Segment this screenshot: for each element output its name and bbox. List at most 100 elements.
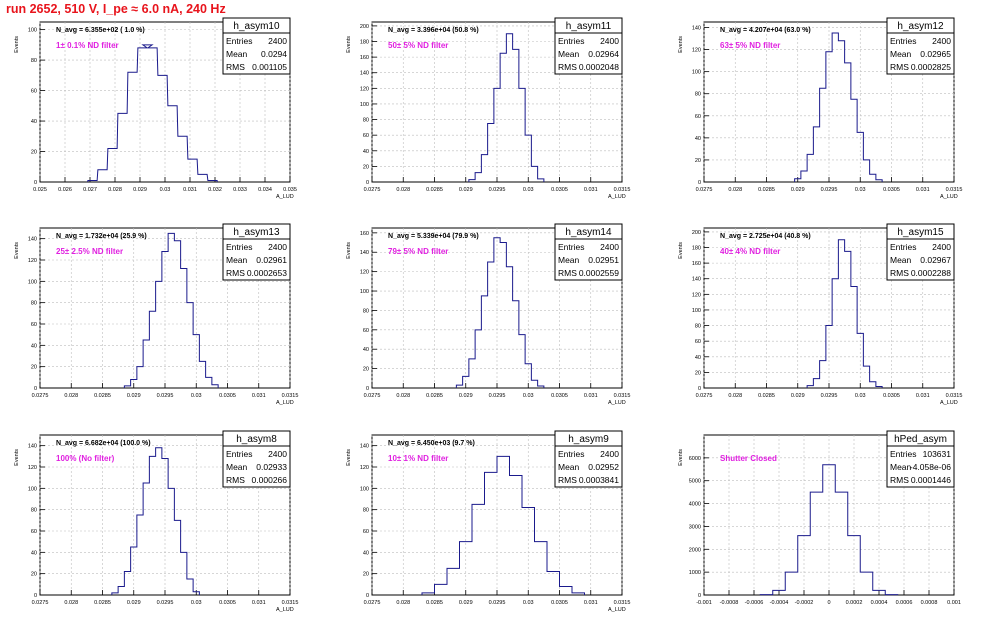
x-tick-label: 0.0275	[364, 600, 381, 606]
x-tick-label: 0.0285	[426, 393, 443, 399]
x-tick-label: 0.0305	[219, 393, 236, 399]
stats-value: 0.02965	[920, 49, 951, 59]
stats-value: 2400	[268, 449, 287, 459]
histogram-line	[468, 33, 545, 182]
y-tick-label: 0	[698, 593, 701, 599]
panel-h_asym8: 0.0275 0.028 0.0285 0.029 0.0295 0.03 0.0305 0.…	[14, 430, 298, 613]
x-tick-label: 0.028	[108, 187, 122, 193]
navg-label: N_avg = 4.207e+04 (63.0 %)	[720, 27, 811, 34]
histogram-line	[421, 455, 585, 595]
panel-h_asym11: 0.0275 0.028 0.0285 0.029 0.0295 0.03 0.0305 0.…	[346, 17, 630, 200]
y-tick-label: 160	[360, 231, 369, 237]
x-tick-label: 0.0305	[883, 393, 900, 399]
histogram-line	[806, 239, 883, 388]
stats-label: Mean	[226, 255, 248, 265]
y-axis-label: Events	[346, 449, 352, 466]
x-tick-label: 0.0285	[426, 600, 443, 606]
stats-label: Entries	[558, 242, 584, 252]
navg-label: N_avg = 6.682e+04 (100.0 %)	[56, 440, 151, 447]
y-tick-label: 40	[363, 550, 369, 556]
x-tick-label: 0.026	[58, 187, 72, 193]
y-tick-label: 60	[363, 529, 369, 535]
panel-h_asym9: 0.0275 0.028 0.0285 0.029 0.0295 0.03 0.0305 0.…	[346, 430, 631, 613]
stats-value: 0.02951	[588, 255, 619, 265]
x-tick-label: 0.0295	[489, 600, 506, 606]
y-tick-label: 20	[695, 158, 701, 164]
y-axis-label: Events	[346, 36, 352, 53]
x-tick-label: 0.029	[133, 187, 147, 193]
x-tick-label: 0.0285	[94, 600, 111, 606]
histogram-line	[794, 32, 883, 182]
stats-box-frame	[554, 223, 623, 281]
y-tick-label: 140	[692, 277, 701, 283]
stats-box: h_asym14 Entries 2400 Mean 0.02951 RMS 0.00025…	[554, 223, 623, 281]
y-tick-label: 40	[695, 136, 701, 142]
x-tick-label: 0.0315	[614, 600, 631, 606]
y-tick-label: 100	[360, 486, 369, 492]
panel-h_asym13: 0.0275 0.028 0.0285 0.029 0.0295 0.03 0.0305 0.…	[14, 223, 298, 406]
x-tick-label: 0.0305	[883, 187, 900, 193]
y-tick-label: 60	[363, 328, 369, 334]
x-tick-label: 0.031	[916, 393, 930, 399]
y-tick-label: 60	[695, 114, 701, 120]
navg-label: N_avg = 3.396e+04 (50.8 %)	[388, 27, 479, 34]
stats-value: -4.058e-06	[910, 462, 951, 472]
x-tick-label: 0.028	[64, 393, 78, 399]
y-tick-label: 100	[692, 308, 701, 314]
stats-label: Mean	[890, 49, 912, 59]
histogram-name: hPed_asym	[894, 434, 947, 445]
x-tick-label: 0.029	[459, 187, 473, 193]
stats-value: 0.001105	[252, 62, 287, 72]
histogram-line	[87, 44, 218, 182]
x-tick-label: 0.0315	[946, 187, 963, 193]
x-tick-label: 0.0305	[219, 600, 236, 606]
y-axis-label: Events	[678, 36, 684, 53]
x-axis-label: A_LUD	[276, 400, 294, 406]
y-tick-label: 1000	[689, 570, 701, 576]
stats-value: 2400	[600, 242, 619, 252]
panel-hPed_asym: -0.001 -0.0008 -0.0006 -0.0004 -0.0002 0 0.000…	[678, 430, 961, 606]
y-tick-label: 80	[31, 58, 37, 64]
stats-label: Mean	[226, 462, 248, 472]
histogram-line	[759, 464, 899, 596]
stats-value: 0.0002559	[579, 268, 619, 278]
x-tick-label: 0.031	[252, 600, 266, 606]
stats-box: h_asym11 Entries 2400 Mean 0.02964 RMS 0.00020…	[554, 17, 623, 75]
stats-box: h_asym12 Entries 2400 Mean 0.02965 RMS 0.00028…	[886, 17, 955, 75]
stats-value: 2400	[932, 242, 951, 252]
panel-h_asym10: 0.025 0.026 0.027 0.028 0.029 0.03 0.031 0.032 0…	[14, 17, 297, 200]
x-tick-label: 0.029	[127, 600, 141, 606]
y-tick-label: 120	[360, 465, 369, 471]
x-tick-label: -0.0006	[745, 600, 764, 606]
stats-box-frame	[222, 223, 291, 281]
x-tick-label: 0.031	[584, 187, 598, 193]
y-tick-label: 140	[360, 71, 369, 77]
x-tick-label: 0.0295	[489, 187, 506, 193]
filter-annotation: 1± 0.1% ND filter	[56, 41, 119, 50]
y-tick-label: 20	[363, 164, 369, 170]
x-tick-label: 0.0002	[846, 600, 863, 606]
x-tick-label: 0.0008	[921, 600, 938, 606]
stats-box-frame	[554, 430, 623, 488]
y-tick-label: 40	[31, 119, 37, 125]
x-tick-label: 0.0285	[94, 393, 111, 399]
y-tick-label: 120	[28, 258, 37, 264]
x-tick-label: 0.03	[523, 600, 534, 606]
x-tick-label: 0.0315	[614, 393, 631, 399]
x-tick-label: 0.0305	[551, 393, 568, 399]
x-tick-label: 0.03	[855, 187, 866, 193]
x-tick-label: 0.03	[855, 393, 866, 399]
y-axis-label: Events	[346, 242, 352, 259]
stats-value: 2400	[268, 242, 287, 252]
stats-value: 0.0002288	[911, 268, 951, 278]
y-tick-label: 180	[360, 40, 369, 46]
y-tick-label: 20	[31, 572, 37, 578]
y-tick-label: 60	[695, 339, 701, 345]
y-tick-label: 80	[363, 308, 369, 314]
histogram-name: h_asym10	[233, 21, 280, 32]
filter-annotation: 40± 4% ND filter	[720, 247, 780, 256]
y-tick-label: 100	[28, 279, 37, 285]
filter-annotation: 79± 5% ND filter	[388, 247, 448, 256]
x-tick-label: 0.0295	[821, 393, 838, 399]
